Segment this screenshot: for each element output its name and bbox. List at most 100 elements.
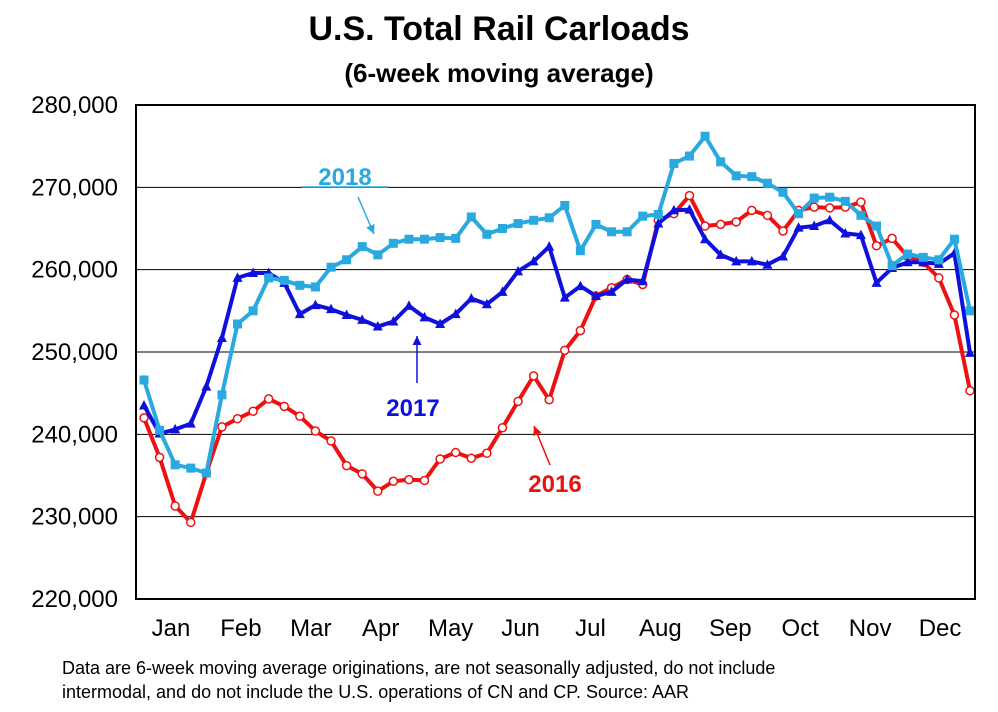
data-point-2017 [777, 250, 788, 261]
data-point-2016 [279, 401, 290, 412]
data-point-2018 [949, 234, 959, 244]
data-point-2017 [965, 347, 975, 357]
data-point-2018 [871, 221, 881, 231]
data-point-2017 [793, 222, 804, 232]
data-point-2017 [668, 204, 679, 215]
annotation-2017-arrow-head [412, 336, 422, 345]
data-point-2018 [607, 227, 617, 237]
y-axis: 220,000 230,000 240,000 250,000 260,000 270,0… [31, 92, 118, 613]
data-point-2017 [871, 277, 882, 287]
data-point-2017 [528, 255, 539, 266]
data-point-2017 [622, 274, 633, 284]
data-point-2017 [139, 400, 149, 410]
data-point-2017 [388, 316, 399, 326]
data-point-2016 [560, 345, 570, 356]
y-tick-label: 240,000 [31, 421, 118, 448]
data-point-2016 [482, 448, 492, 459]
data-point-2018 [591, 219, 601, 229]
data-point-2018 [684, 151, 694, 161]
data-point-2017 [606, 286, 617, 296]
series-line-2018 [142, 134, 972, 475]
data-point-2018 [887, 261, 897, 271]
annotation-2016-label: 2016 [528, 471, 581, 498]
x-axis: Jan Feb Mar Apr May Jun Jul Aug Sep Oct Nov Dec [152, 615, 962, 642]
data-point-2017 [450, 308, 461, 319]
gridlines [136, 186, 975, 518]
data-point-2016 [887, 233, 897, 244]
plot-frame [135, 104, 976, 600]
annotation-2017-label: 2017 [386, 395, 439, 422]
data-point-2018 [840, 196, 850, 206]
annotation-2018-arrow [357, 196, 375, 235]
data-point-2017 [481, 298, 492, 309]
data-point-2016 [310, 426, 321, 436]
data-point-2018 [310, 282, 320, 292]
data-point-2016 [965, 385, 975, 396]
data-point-2018 [778, 187, 788, 197]
series-2016 [139, 190, 975, 528]
data-point-2017 [700, 233, 711, 244]
data-point-2017 [544, 241, 555, 251]
series-layer [139, 131, 975, 528]
data-point-2017 [232, 272, 243, 282]
data-point-2017 [201, 381, 212, 391]
data-point-2017 [403, 300, 414, 310]
data-point-2018 [217, 390, 227, 400]
data-point-2017 [731, 255, 742, 266]
x-tick-label: Dec [919, 615, 962, 642]
data-point-2018 [918, 252, 928, 262]
data-point-2016 [575, 325, 586, 336]
data-point-2016 [497, 422, 508, 433]
data-point-2018 [357, 242, 367, 252]
data-point-2018 [466, 212, 476, 222]
data-point-2017 [715, 249, 726, 259]
data-point-2017 [824, 214, 835, 225]
data-point-2017 [762, 259, 773, 269]
annotation-2017-arrow [412, 336, 422, 383]
data-point-2016 [263, 394, 274, 404]
data-point-2018 [575, 246, 585, 256]
data-point-2016 [450, 447, 461, 458]
data-point-2016 [528, 371, 539, 381]
data-point-2016 [544, 395, 554, 405]
data-point-2016 [762, 210, 773, 221]
data-point-2016 [217, 422, 227, 432]
data-point-2018 [233, 319, 243, 329]
x-tick-label: May [428, 615, 473, 642]
data-point-2017 [310, 299, 321, 310]
data-point-2016 [466, 453, 477, 463]
data-point-2016 [435, 454, 445, 464]
data-point-2016 [949, 310, 960, 320]
data-point-2018 [186, 463, 196, 473]
annotation-2016-arrow-head [533, 426, 542, 437]
data-point-2016 [715, 219, 726, 230]
data-point-2018 [435, 233, 445, 243]
annotation-2018-arrow-head [366, 223, 375, 234]
y-tick-label: 260,000 [31, 257, 118, 284]
data-point-2016 [419, 475, 430, 486]
annotations: 2018 2017 2016 [302, 164, 582, 498]
data-point-2017 [684, 204, 695, 214]
data-point-2018 [482, 229, 492, 239]
x-tick-label: Oct [782, 615, 820, 642]
data-point-2017 [575, 280, 586, 291]
data-point-2017 [372, 320, 383, 331]
data-point-2016 [248, 406, 258, 417]
data-point-2016 [170, 501, 180, 511]
data-point-2018 [544, 213, 554, 223]
data-point-2018 [622, 227, 632, 237]
data-point-2016 [684, 190, 695, 201]
x-tick-label: Jul [575, 615, 606, 642]
data-point-2017 [357, 314, 368, 324]
data-point-2018 [825, 192, 835, 202]
data-point-2017 [294, 308, 305, 319]
data-point-2016 [295, 411, 305, 421]
data-point-2017 [248, 267, 259, 277]
data-point-2017 [590, 290, 601, 301]
x-tick-label: Jan [152, 615, 191, 642]
data-point-2018 [326, 262, 336, 272]
data-point-2018 [373, 250, 383, 260]
data-point-2017 [902, 256, 913, 267]
data-point-2016 [778, 226, 788, 236]
